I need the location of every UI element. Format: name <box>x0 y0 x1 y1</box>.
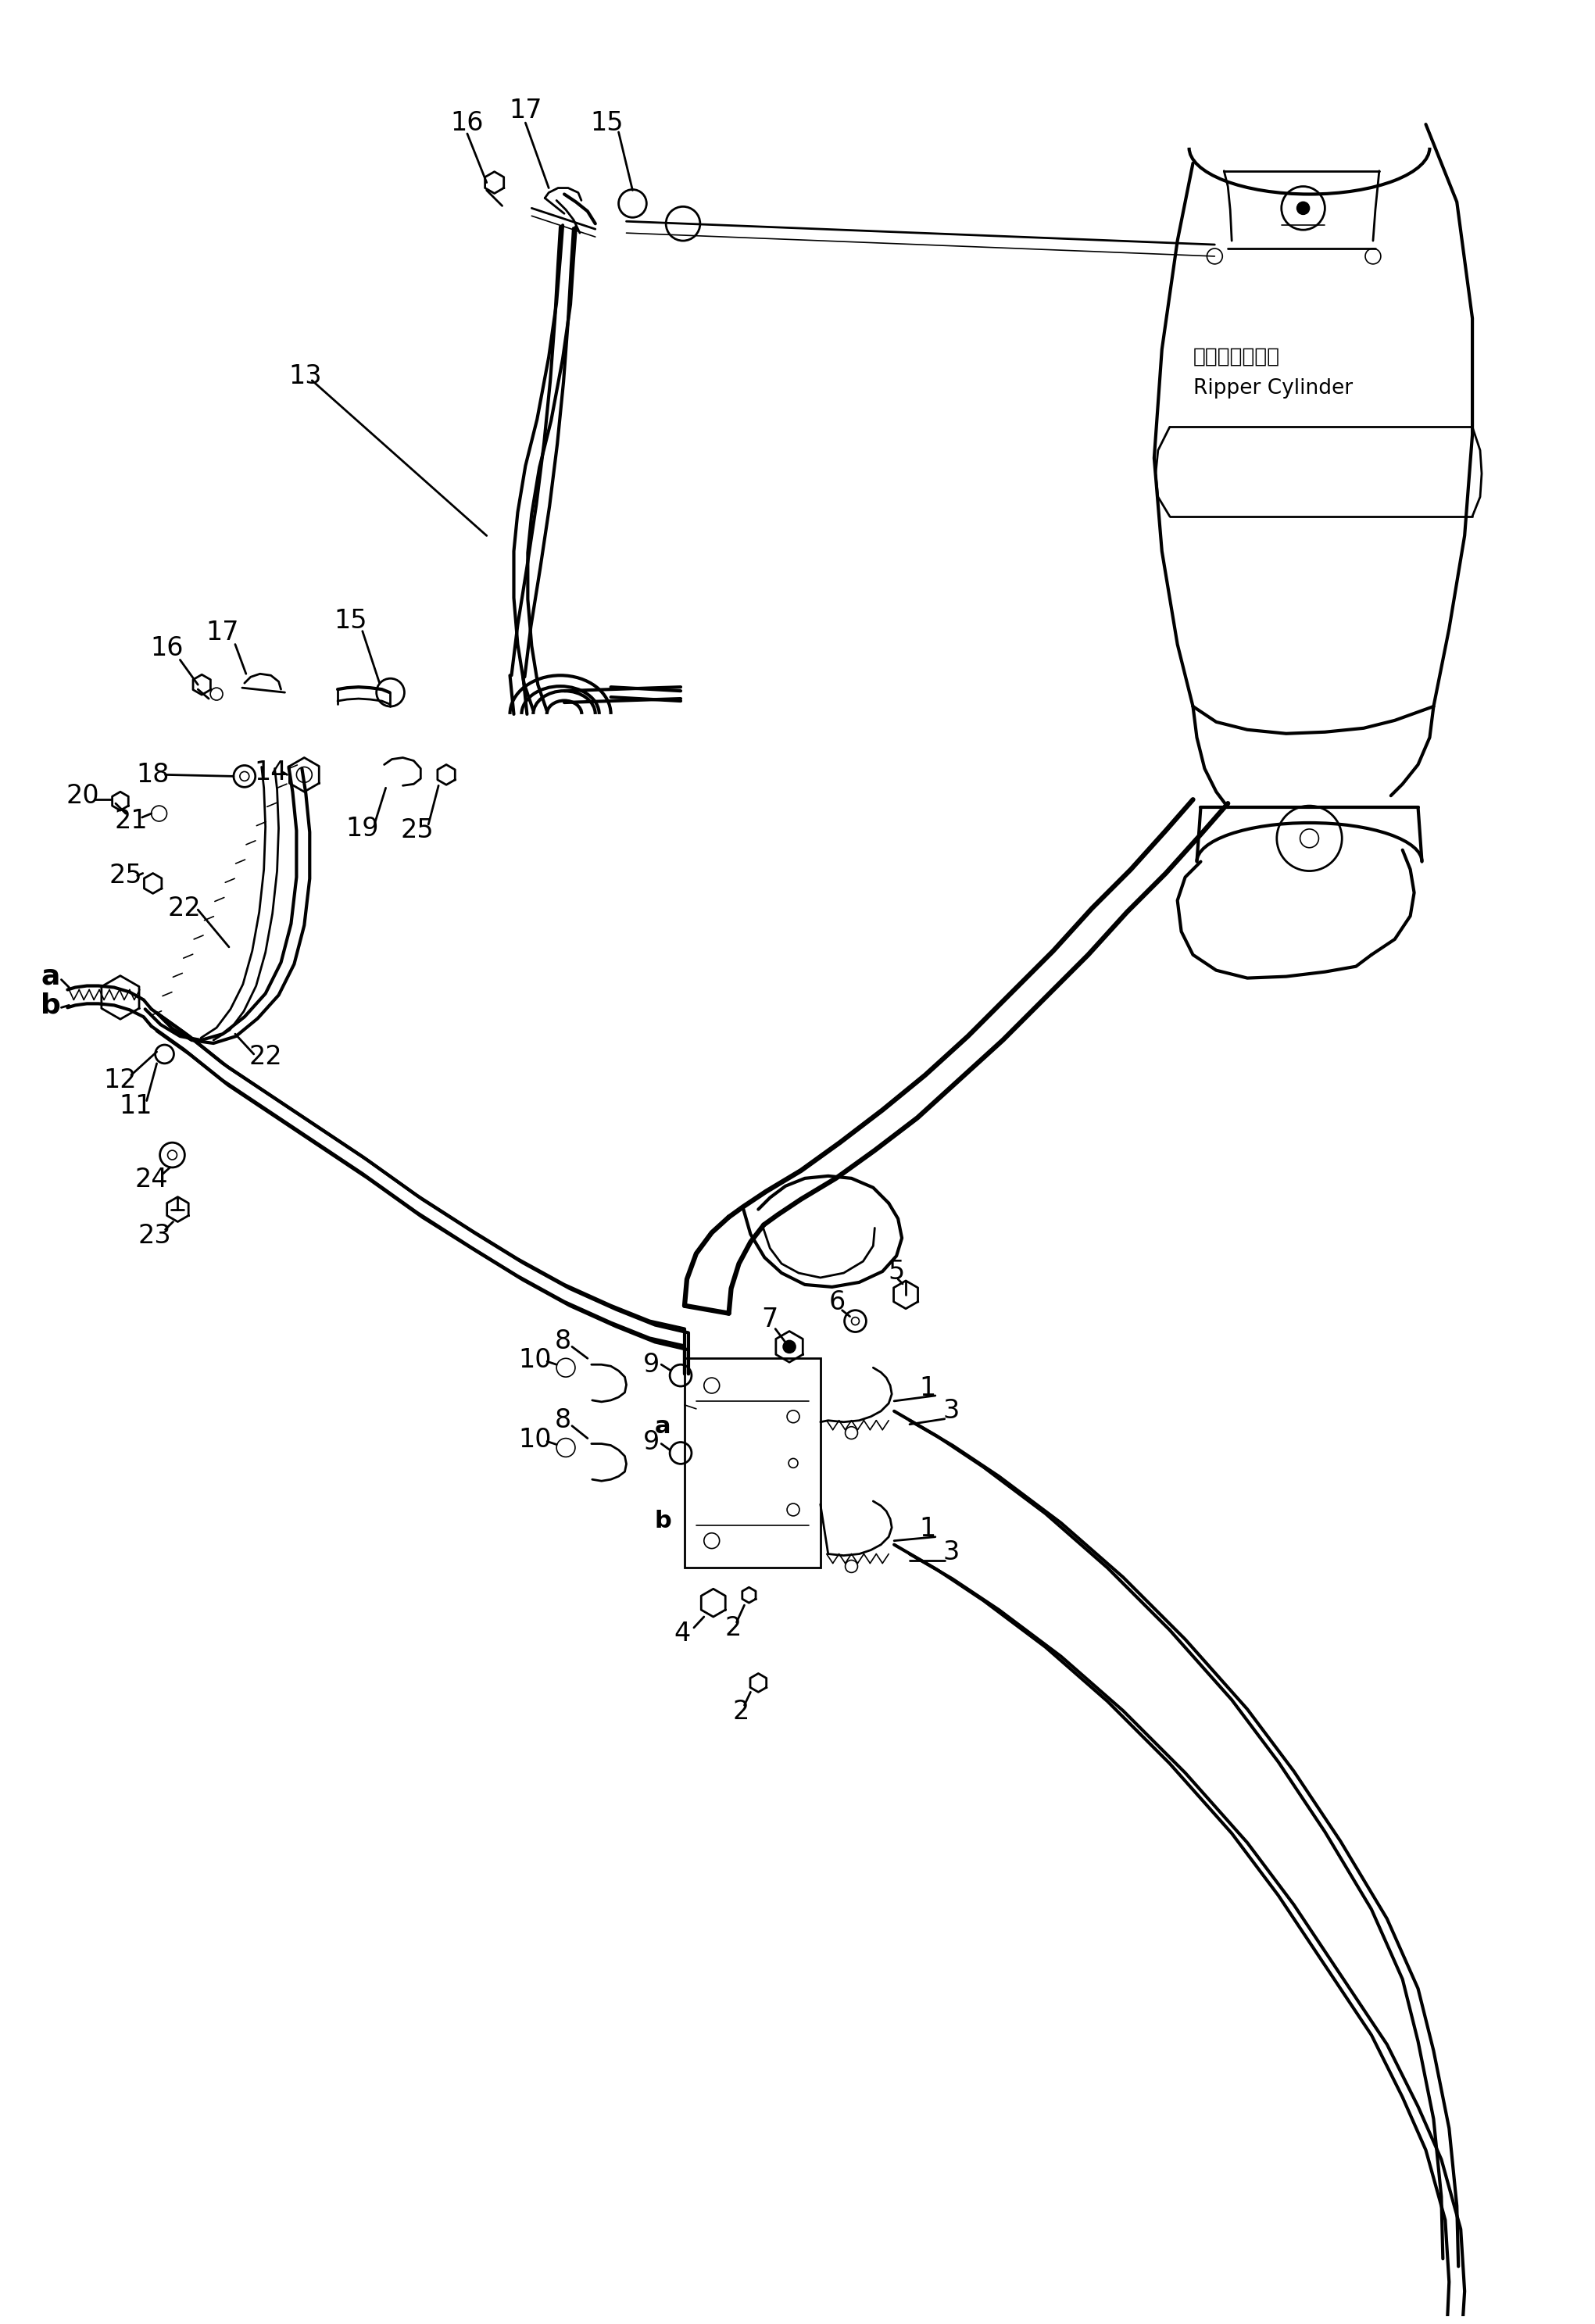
Text: 4: 4 <box>675 1620 691 1648</box>
Text: 21: 21 <box>115 809 148 834</box>
Text: b: b <box>40 992 61 1018</box>
Text: 23: 23 <box>137 1222 171 1248</box>
Text: 19: 19 <box>346 816 380 841</box>
Text: Ripper Cylinder: Ripper Cylinder <box>1193 379 1353 397</box>
Text: 3: 3 <box>943 1538 959 1566</box>
Text: 25: 25 <box>108 862 142 888</box>
Text: 1: 1 <box>919 1515 936 1543</box>
Text: 24: 24 <box>134 1167 167 1192</box>
Text: 2: 2 <box>726 1615 742 1641</box>
Text: 11: 11 <box>120 1092 153 1120</box>
Text: 10: 10 <box>518 1427 552 1452</box>
Circle shape <box>1297 202 1309 214</box>
Text: 5: 5 <box>888 1260 904 1285</box>
Text: 18: 18 <box>136 762 169 788</box>
Text: 12: 12 <box>104 1067 137 1092</box>
Text: 10: 10 <box>518 1348 552 1373</box>
Text: 15: 15 <box>335 609 367 634</box>
Text: 9: 9 <box>643 1429 659 1455</box>
Text: 16: 16 <box>451 109 483 135</box>
Text: 22: 22 <box>249 1043 282 1069</box>
Text: a: a <box>656 1415 671 1439</box>
Text: 14: 14 <box>254 760 287 786</box>
Text: 13: 13 <box>289 363 322 390</box>
Text: 3: 3 <box>943 1399 959 1425</box>
Text: 1: 1 <box>919 1376 936 1401</box>
Text: 25: 25 <box>400 818 434 844</box>
Text: b: b <box>654 1511 671 1532</box>
Text: 9: 9 <box>643 1353 659 1378</box>
Text: 8: 8 <box>555 1408 571 1434</box>
Text: 7: 7 <box>762 1306 778 1332</box>
Text: 22: 22 <box>167 895 201 920</box>
Text: 8: 8 <box>555 1329 571 1355</box>
Text: 15: 15 <box>590 109 624 135</box>
Circle shape <box>783 1341 796 1353</box>
Text: 16: 16 <box>150 634 183 660</box>
Text: 17: 17 <box>206 621 239 646</box>
Text: 20: 20 <box>67 783 100 809</box>
Bar <box>684 1357 820 1569</box>
Text: 17: 17 <box>509 98 542 123</box>
Text: a: a <box>41 962 61 990</box>
Text: 6: 6 <box>829 1290 845 1315</box>
Text: 2: 2 <box>732 1699 750 1724</box>
Text: リッパシリンダ: リッパシリンダ <box>1193 346 1279 367</box>
